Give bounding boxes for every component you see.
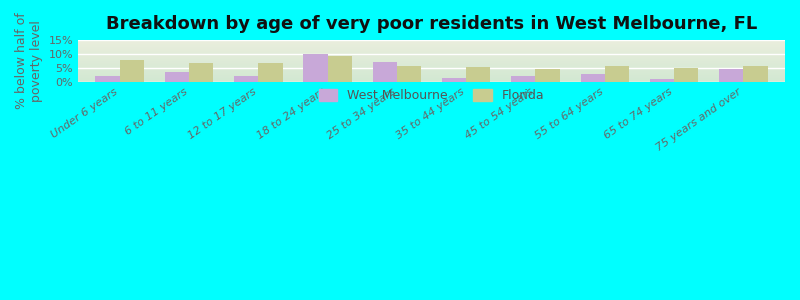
Bar bbox=[165, 72, 189, 82]
Bar bbox=[743, 66, 768, 82]
Bar bbox=[466, 67, 490, 82]
Bar bbox=[650, 79, 674, 82]
Bar bbox=[373, 62, 397, 82]
Bar bbox=[535, 69, 560, 82]
Bar bbox=[95, 76, 120, 82]
Bar bbox=[581, 74, 605, 82]
Bar bbox=[234, 76, 258, 82]
Y-axis label: % below half of
poverty level: % below half of poverty level bbox=[15, 13, 43, 110]
Bar bbox=[120, 61, 144, 82]
Bar bbox=[674, 68, 698, 82]
Bar bbox=[442, 77, 466, 82]
Bar bbox=[189, 63, 213, 82]
Legend: West Melbourne, Florida: West Melbourne, Florida bbox=[314, 83, 550, 107]
Bar bbox=[397, 66, 421, 82]
Bar bbox=[605, 66, 629, 82]
Bar bbox=[258, 63, 282, 82]
Bar bbox=[327, 56, 352, 82]
Bar bbox=[719, 69, 743, 82]
Title: Breakdown by age of very poor residents in West Melbourne, FL: Breakdown by age of very poor residents … bbox=[106, 15, 757, 33]
Bar bbox=[303, 53, 327, 82]
Bar bbox=[511, 76, 535, 82]
